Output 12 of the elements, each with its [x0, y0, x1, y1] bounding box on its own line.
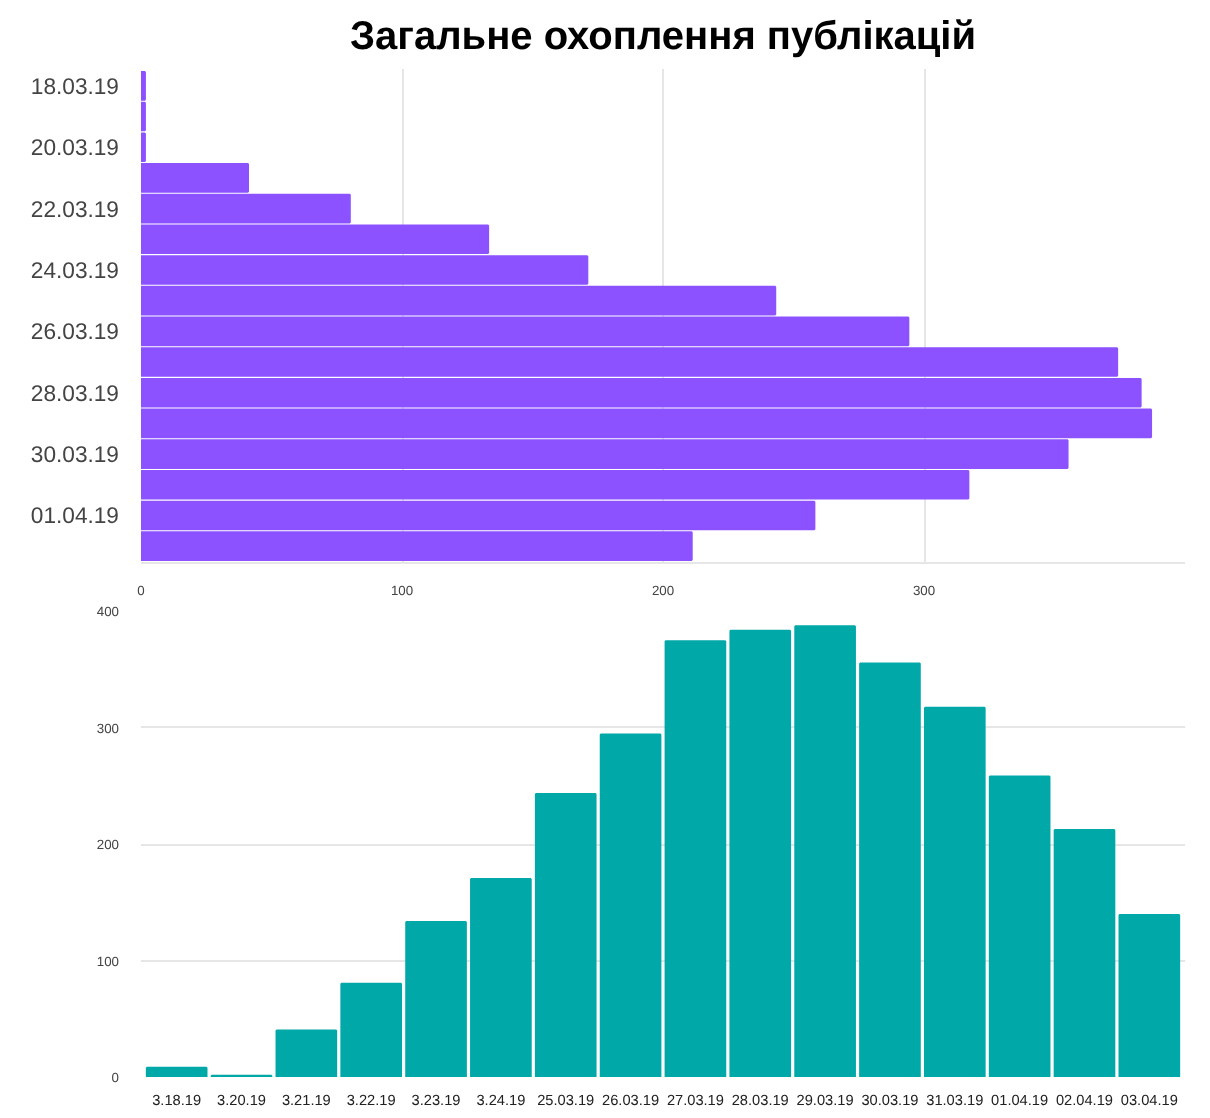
bar: [1118, 914, 1181, 1077]
y-tick-label: 20.03.19: [30, 137, 120, 162]
y-tick-label: 18.03.19: [30, 75, 120, 100]
y-tick-label: 28.03.19: [30, 382, 120, 407]
chart-title: Загальне охоплення публікацій: [349, 15, 977, 59]
y-tick-label: 01.04.19: [30, 505, 120, 530]
y-tick-label: 22.03.19: [30, 198, 120, 223]
bar: [145, 1066, 208, 1077]
y-tick-label: 24.03.19: [30, 259, 120, 284]
y-tick-label: 26.03.19: [30, 321, 120, 346]
y-tick-label: 30.03.19: [30, 444, 120, 469]
bar: [1053, 829, 1116, 1077]
